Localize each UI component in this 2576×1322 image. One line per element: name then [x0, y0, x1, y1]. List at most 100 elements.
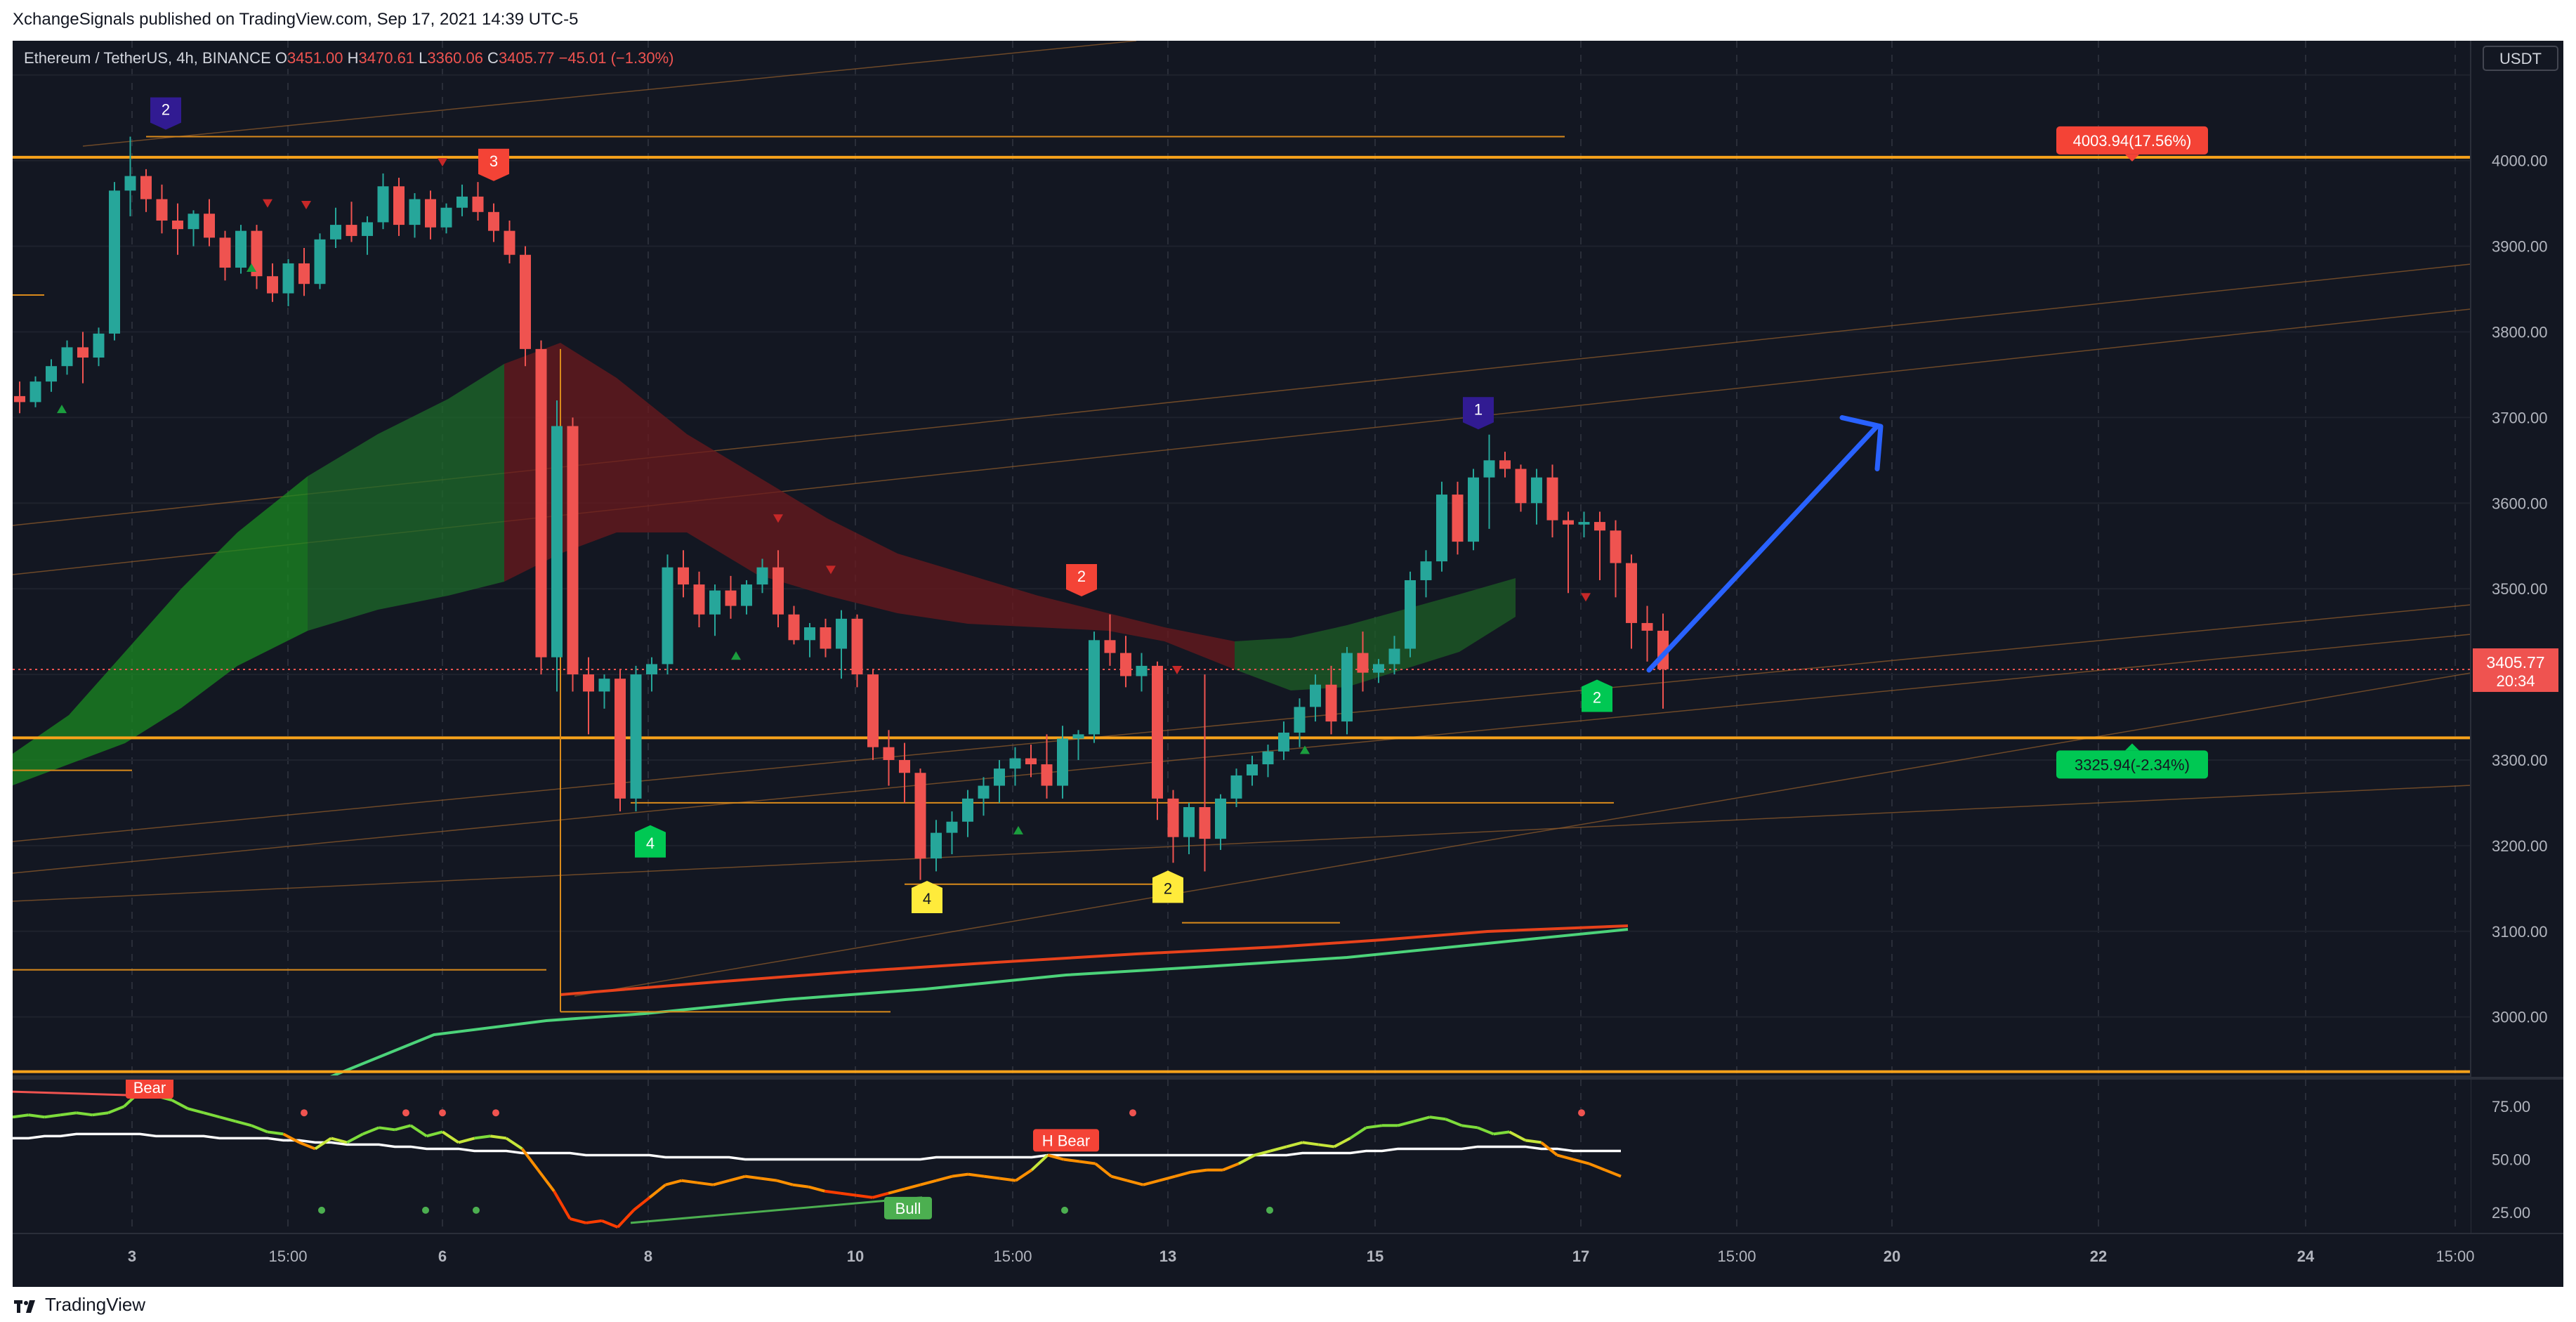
candle-body[interactable]	[551, 426, 563, 657]
candle-body[interactable]	[962, 798, 973, 822]
candle-body[interactable]	[867, 674, 879, 747]
osc-label-box[interactable]	[1033, 1129, 1099, 1152]
currency-box[interactable]	[2483, 46, 2558, 71]
candle-body[interactable]	[1388, 648, 1400, 665]
candle-body[interactable]	[914, 773, 926, 859]
signal-badge[interactable]: 2	[1152, 870, 1183, 903]
candle-body[interactable]	[535, 348, 547, 657]
candle-body[interactable]	[567, 426, 579, 675]
signal-badge[interactable]: 2	[1582, 679, 1612, 712]
candle-body[interactable]	[773, 567, 784, 615]
candle-body[interactable]	[1357, 653, 1369, 673]
candle-body[interactable]	[1626, 563, 1637, 623]
time-axis[interactable]	[13, 1233, 2563, 1287]
candle-body[interactable]	[1373, 664, 1384, 673]
candle-body[interactable]	[946, 821, 958, 833]
candle-body[interactable]	[282, 263, 294, 294]
signal-badge[interactable]: 4	[912, 881, 942, 914]
candle-body[interactable]	[504, 230, 515, 255]
candle-body[interactable]	[46, 366, 57, 382]
candle-body[interactable]	[741, 584, 752, 606]
candle-body[interactable]	[1515, 469, 1527, 504]
candle-body[interactable]	[1594, 522, 1605, 531]
candle-body[interactable]	[1531, 477, 1542, 504]
candle-body[interactable]	[1499, 460, 1511, 469]
price-target-label[interactable]	[2056, 126, 2208, 155]
candle-body[interactable]	[77, 347, 88, 358]
signal-badge[interactable]: 4	[635, 825, 666, 858]
signal-badge[interactable]: 2	[150, 97, 181, 130]
candle-body[interactable]	[1546, 477, 1558, 521]
candle-body[interactable]	[1041, 764, 1053, 786]
candle-body[interactable]	[1009, 758, 1021, 769]
candle-body[interactable]	[29, 381, 41, 403]
candle-body[interactable]	[1468, 477, 1479, 542]
candle-body[interactable]	[820, 627, 832, 649]
candle-body[interactable]	[314, 239, 326, 284]
candle-body[interactable]	[1610, 530, 1622, 563]
candle-body[interactable]	[109, 190, 120, 334]
candle-body[interactable]	[346, 225, 357, 236]
candle-body[interactable]	[204, 214, 215, 238]
candle-body[interactable]	[14, 395, 25, 403]
candle-body[interactable]	[899, 759, 910, 773]
candle-body[interactable]	[1278, 732, 1289, 752]
candle-body[interactable]	[61, 347, 73, 367]
candle-body[interactable]	[1167, 798, 1179, 837]
candle-body[interactable]	[1420, 561, 1432, 580]
candle-body[interactable]	[836, 618, 847, 649]
candle-body[interactable]	[235, 230, 247, 268]
signal-badge[interactable]: 1	[1463, 397, 1494, 430]
candle-body[interactable]	[725, 590, 737, 606]
last-price-box[interactable]	[2473, 648, 2558, 693]
candle-body[interactable]	[267, 276, 278, 294]
candle-body[interactable]	[188, 214, 199, 230]
candle-body[interactable]	[488, 211, 499, 231]
candle-body[interactable]	[1104, 640, 1116, 653]
candle-body[interactable]	[172, 220, 183, 230]
candle-body[interactable]	[520, 254, 531, 349]
candle-body[interactable]	[93, 333, 105, 358]
candle-body[interactable]	[140, 176, 152, 199]
osc-label-box[interactable]	[884, 1196, 932, 1219]
candle-body[interactable]	[1563, 520, 1574, 525]
osc-label-box[interactable]	[126, 1076, 173, 1099]
candle-body[interactable]	[1578, 522, 1590, 525]
candle-body[interactable]	[1025, 758, 1037, 765]
chart-area[interactable]: 232144224003.94(17.56%)3325.94(-2.34%)29…	[12, 40, 2563, 1287]
candle-body[interactable]	[804, 627, 815, 641]
candle-body[interactable]	[472, 196, 484, 212]
candle-body[interactable]	[615, 679, 626, 799]
candle-body[interactable]	[1294, 707, 1306, 733]
candle-body[interactable]	[883, 747, 895, 760]
candle-body[interactable]	[678, 567, 689, 585]
ohlc-legend[interactable]: Ethereum / TetherUS, 4h, BINANCE O3451.0…	[24, 49, 673, 67]
candle-body[interactable]	[598, 679, 610, 692]
candle-body[interactable]	[756, 567, 768, 585]
candle-body[interactable]	[931, 832, 942, 859]
candle-body[interactable]	[1152, 665, 1163, 799]
candle-body[interactable]	[1199, 807, 1211, 839]
candle-body[interactable]	[1136, 665, 1148, 676]
candle-body[interactable]	[156, 199, 168, 221]
candle-body[interactable]	[456, 196, 468, 208]
candle-body[interactable]	[1247, 764, 1258, 775]
candle-body[interactable]	[362, 222, 373, 236]
candle-body[interactable]	[1405, 580, 1416, 649]
candle-body[interactable]	[1183, 807, 1195, 837]
candle-body[interactable]	[709, 590, 721, 615]
candle-body[interactable]	[1452, 495, 1464, 542]
chart-svg[interactable]: 232144224003.94(17.56%)3325.94(-2.34%)29…	[12, 40, 2563, 1287]
candle-body[interactable]	[1310, 684, 1321, 707]
candle-body[interactable]	[1436, 495, 1447, 562]
candle-body[interactable]	[583, 674, 594, 692]
candle-body[interactable]	[425, 199, 436, 228]
candle-body[interactable]	[377, 186, 389, 223]
candle-body[interactable]	[978, 785, 990, 799]
candle-body[interactable]	[1325, 684, 1337, 722]
candle-body[interactable]	[1072, 734, 1084, 739]
candle-body[interactable]	[219, 237, 231, 268]
candle-body[interactable]	[646, 664, 657, 675]
signal-badge[interactable]: 3	[478, 148, 509, 181]
candle-body[interactable]	[1341, 653, 1353, 722]
